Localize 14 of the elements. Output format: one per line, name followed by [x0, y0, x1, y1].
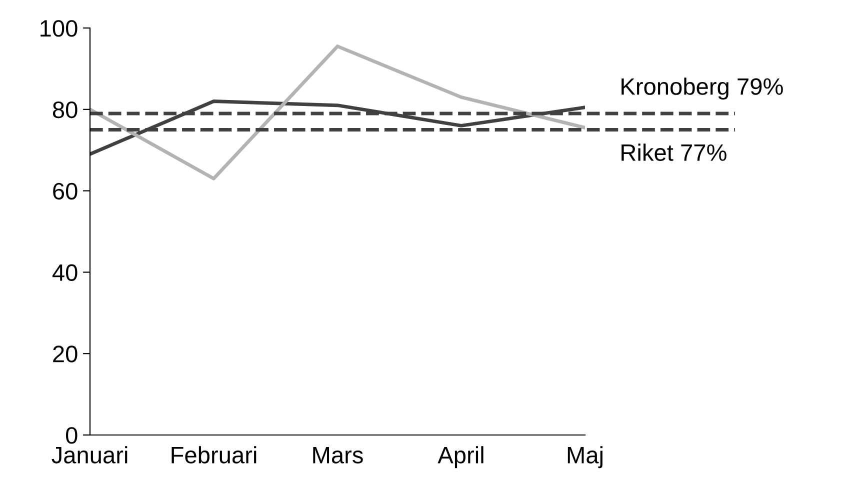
- ref-line-label: Kronoberg 79%: [622, 78, 783, 100]
- x-tick-label: Maj: [568, 446, 602, 468]
- y-tick-label: 0: [66, 427, 78, 444]
- ref-line-label: Riket 77%: [622, 144, 726, 161]
- y-tick-label: 100: [40, 20, 78, 37]
- y-tick-label: 60: [53, 182, 78, 200]
- x-tick-label: Mars: [313, 446, 363, 464]
- y-tick-label: 20: [53, 346, 78, 362]
- y-tick-label: 40: [52, 264, 78, 281]
- x-tick-label: Januari: [52, 446, 128, 464]
- y-tick-label: 80: [52, 101, 78, 118]
- x-tick-label: April: [438, 446, 484, 468]
- x-tick-label: Februari: [172, 446, 256, 464]
- line-series: [90, 44, 585, 180]
